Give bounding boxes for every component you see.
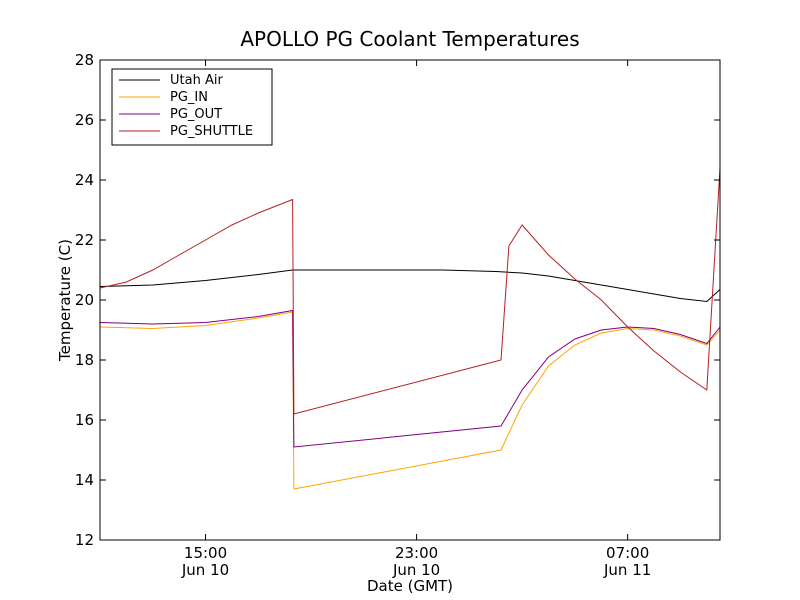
x-tick-date-label: Jun 10 [392,561,440,579]
y-tick-label: 16 [75,411,94,429]
y-tick-label: 24 [75,171,94,189]
legend-label: PG_OUT [170,107,222,122]
x-tick-date-label: Jun 10 [181,561,229,579]
x-tick-time-label: 23:00 [395,544,438,562]
y-tick-label: 14 [75,471,94,489]
y-axis: 12 14 16 18 20 22 24 26 28 [75,51,720,549]
y-tick-label: 22 [75,231,94,249]
x-axis-title: Date (GMT) [367,577,453,595]
series-line-pg-in [99,311,721,490]
y-tick-label: 12 [75,531,94,549]
series-line-utah air [99,269,721,303]
legend-label: PG_IN [170,90,208,105]
series-layer [99,167,721,490]
y-tick-label: 20 [75,291,94,309]
y-tick-label: 18 [75,351,94,369]
x-tick-date-label: Jun 11 [603,561,651,579]
y-axis-title: Temperature (C) [56,239,74,362]
legend-frame [111,68,273,146]
series-line-pg-out [99,309,721,448]
x-tick-time-label: 15:00 [184,544,227,562]
chart-title: APOLLO PG Coolant Temperatures [240,27,579,51]
legend-label: Utah Air [170,73,223,88]
y-tick-label: 28 [75,51,94,69]
y-tick-label: 26 [75,111,94,129]
legend: Utah Air PG_IN PG_OUT PG_SHUTTLE [111,68,273,146]
legend-label: PG_SHUTTLE [170,124,253,139]
x-tick-time-label: 07:00 [606,544,649,562]
series-line-pg-shuttle [99,167,721,415]
